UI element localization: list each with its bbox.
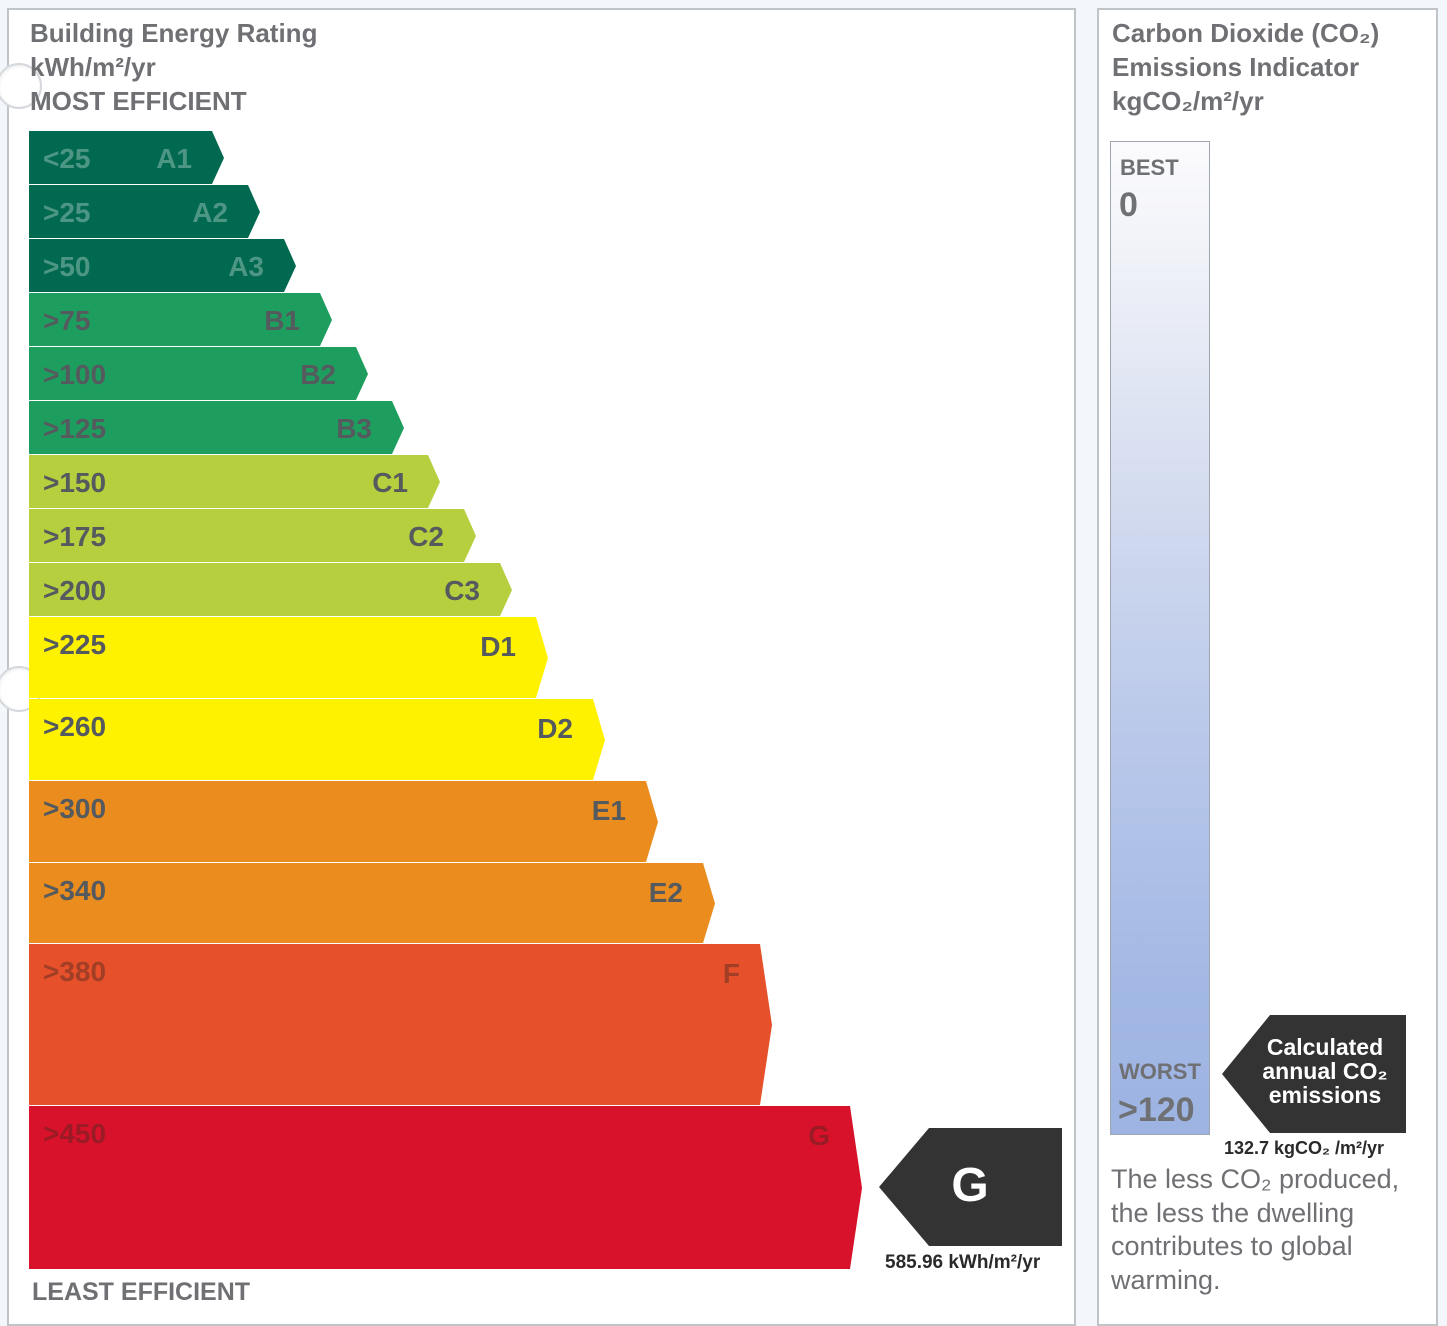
band-code: C2	[408, 521, 444, 552]
band-shape	[29, 863, 715, 943]
band-code: C1	[372, 467, 408, 498]
band-e1: >300 E1	[29, 781, 658, 863]
band-threshold: >75	[43, 305, 91, 336]
band-b2: >100 B2	[29, 347, 368, 401]
band-threshold: >175	[43, 521, 107, 552]
band-code: E2	[648, 877, 683, 908]
band-threshold: >125	[43, 413, 107, 444]
band-d2: >260 D2	[29, 699, 605, 781]
band-shape	[29, 617, 548, 698]
band-shape	[29, 563, 512, 616]
band-code: A1	[156, 143, 192, 174]
band-threshold: >300	[43, 793, 107, 824]
co2-title-line-3: kgCO₂/m²/yr	[1112, 86, 1264, 116]
band-b3: >125 B3	[29, 401, 404, 455]
band-code: D2	[537, 713, 573, 744]
band-a2: >25 A2	[29, 185, 260, 239]
band-threshold: >450	[43, 1118, 107, 1149]
band-threshold: >380	[43, 956, 107, 987]
band-shape	[29, 455, 440, 508]
result-arrow	[879, 1128, 1062, 1246]
band-code: A3	[228, 251, 264, 282]
band-shape	[29, 781, 658, 862]
band-shape	[29, 293, 332, 346]
band-shape	[29, 509, 476, 562]
band-threshold: >150	[43, 467, 107, 498]
co2-arrow-line-2: annual CO₂	[1262, 1058, 1388, 1084]
band-shape	[29, 131, 224, 184]
band-threshold: >225	[43, 629, 107, 660]
co2-arrow	[1222, 1015, 1406, 1133]
ber-unit: kWh/m²/yr	[30, 52, 156, 82]
best-value: 0	[1119, 186, 1138, 224]
most-efficient-label: MOST EFFICIENT	[30, 86, 247, 116]
ber-title: Building Energy Rating	[30, 18, 318, 48]
band-threshold: >25	[43, 197, 91, 228]
band-a3: >50 A3	[29, 239, 296, 293]
band-code: D1	[480, 631, 516, 662]
band-c1: >150 C1	[29, 455, 440, 509]
best-label: BEST	[1120, 155, 1179, 180]
band-d1: >225 D1	[29, 617, 548, 699]
band-threshold: >100	[43, 359, 107, 390]
band-threshold: >50	[43, 251, 91, 282]
band-c3: >200 C3	[29, 563, 512, 617]
band-code: G	[808, 1120, 830, 1151]
worst-value: >120	[1118, 1091, 1195, 1129]
band-shape	[29, 1106, 862, 1269]
co2-title-line-1: Carbon Dioxide (CO₂)	[1112, 18, 1380, 48]
punch-hole-top	[0, 63, 42, 109]
band-code: C3	[444, 575, 480, 606]
band-code: B1	[264, 305, 300, 336]
band-a1: <25 A1	[29, 131, 224, 185]
co2-scale-bar	[1110, 141, 1210, 1135]
band-b1: >75 B1	[29, 293, 332, 347]
band-shape	[29, 944, 772, 1105]
band-threshold: >340	[43, 875, 107, 906]
co2-arrow-text: Calculated annual CO₂ emissions	[1246, 1035, 1404, 1107]
co2-note-line-1: The less CO₂ produced,	[1111, 1164, 1400, 1194]
result-value: 585.96 kWh/m²/yr	[885, 1252, 1041, 1273]
band-code: B3	[336, 413, 372, 444]
result-grade: G	[951, 1159, 989, 1212]
band-threshold: <25	[43, 143, 91, 174]
band-threshold: >200	[43, 575, 107, 606]
band-f: >380 F	[29, 944, 772, 1106]
co2-note-line-3: contributes to global	[1111, 1231, 1353, 1261]
band-shape	[29, 347, 368, 400]
band-shape	[29, 699, 605, 780]
co2-note-line-2: the less the dwelling	[1111, 1197, 1355, 1228]
band-code: B2	[300, 359, 336, 390]
least-efficient-label: LEAST EFFICIENT	[32, 1278, 251, 1306]
co2-value: 132.7 kgCO₂ /m²/yr	[1224, 1138, 1385, 1158]
band-shape	[29, 185, 260, 238]
band-code: F	[722, 958, 740, 989]
band-g: >450 G	[29, 1106, 862, 1270]
band-code: E1	[591, 795, 626, 826]
band-code: A2	[192, 197, 228, 228]
band-threshold: >260	[43, 711, 107, 742]
co2-note-line-4: warming.	[1111, 1264, 1221, 1295]
band-shape	[29, 401, 404, 454]
co2-title-line-2: Emissions Indicator	[1112, 52, 1360, 82]
band-e2: >340 E2	[29, 863, 715, 944]
co2-note: The less CO₂ produced, the less the dwel…	[1111, 1163, 1436, 1297]
band-c2: >175 C2	[29, 509, 476, 563]
band-shape	[29, 239, 296, 292]
co2-arrow-line-1: Calculated	[1266, 1034, 1384, 1060]
co2-arrow-line-3: emissions	[1268, 1082, 1382, 1108]
worst-label: WORST	[1119, 1059, 1201, 1084]
